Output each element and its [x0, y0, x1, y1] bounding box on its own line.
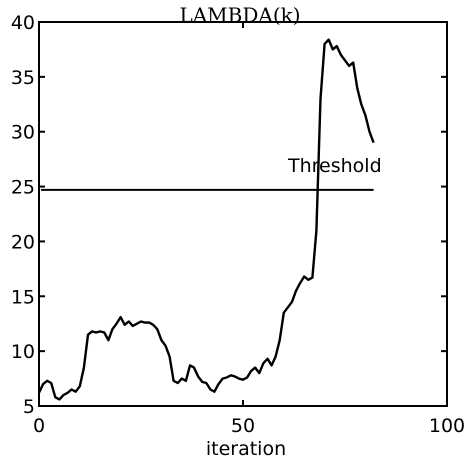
plot-frame [38, 21, 448, 407]
y-tick-label: 10 [11, 341, 35, 363]
y-tick-label: 40 [11, 12, 35, 34]
y-tick-label: 5 [23, 396, 35, 418]
y-tick-label: 25 [11, 177, 35, 199]
axis-ticks [38, 21, 448, 407]
y-tick-labels: 5 10 15 20 25 30 35 40 [11, 12, 35, 418]
x-axis-label: iteration [206, 438, 286, 460]
x-tick-label: 0 [33, 415, 45, 437]
x-tick-labels: 0 50 100 [33, 415, 465, 437]
threshold-label: Threshold [287, 155, 382, 177]
y-tick-label: 15 [11, 286, 35, 308]
y-tick-label: 20 [11, 231, 35, 253]
y-tick-label: 30 [11, 122, 35, 144]
x-tick-label: 100 [429, 415, 465, 437]
y-tick-label: 35 [11, 67, 35, 89]
series-line [37, 38, 375, 401]
x-tick-label: 50 [231, 415, 255, 437]
chart-title: LAMBDA(k) [179, 3, 300, 27]
